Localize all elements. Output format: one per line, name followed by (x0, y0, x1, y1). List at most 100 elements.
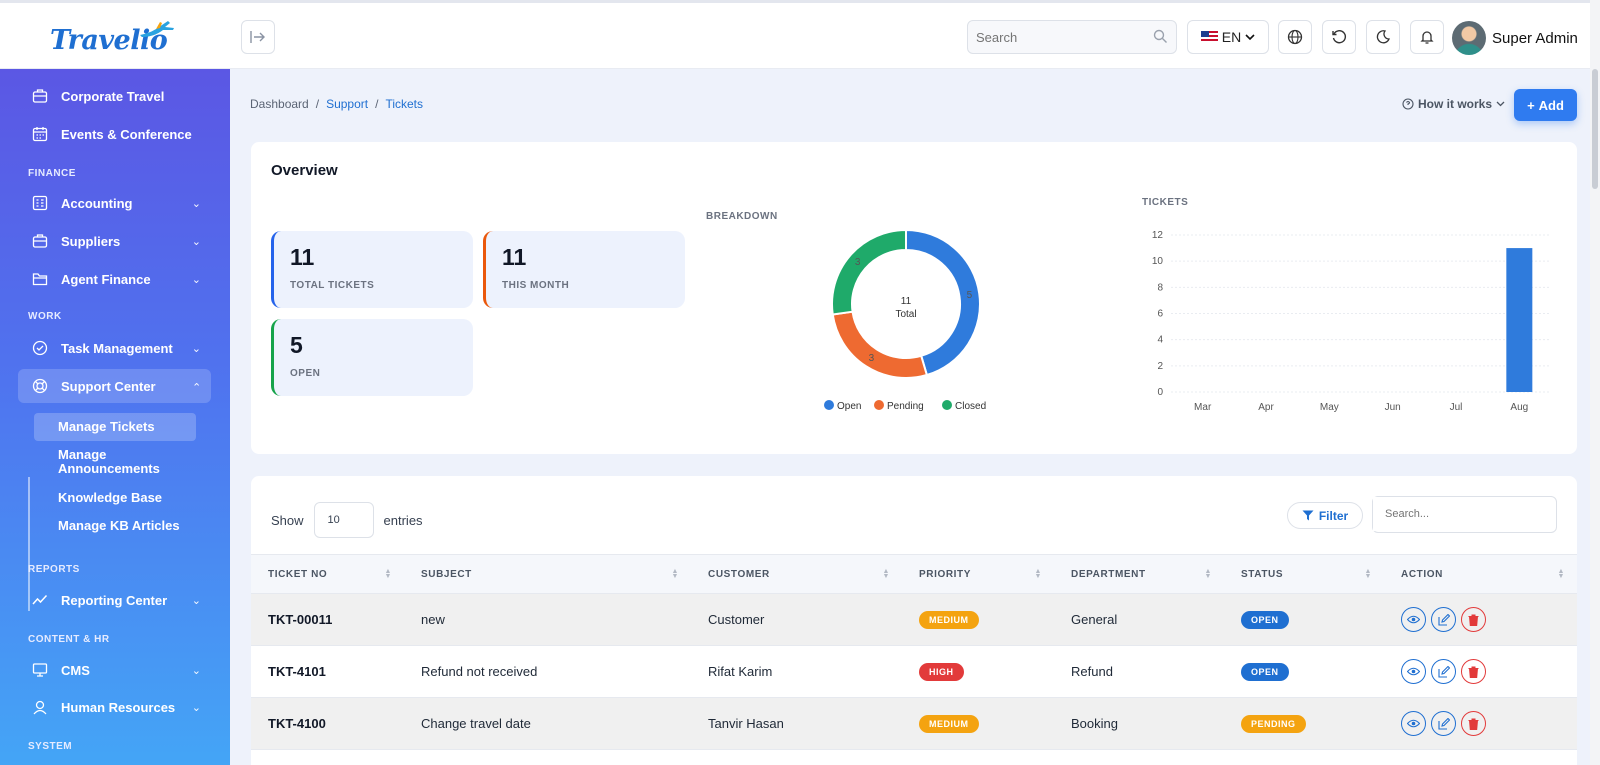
y-tick-label: 0 (1157, 387, 1163, 398)
delete-button[interactable] (1461, 711, 1486, 736)
table-row[interactable]: TKT-00011 new Customer MEDIUM General OP… (251, 593, 1577, 646)
col-status[interactable]: STATUS ▲ ▼ (1224, 554, 1384, 594)
view-button[interactable] (1401, 607, 1426, 632)
lifebuoy-icon (32, 378, 48, 394)
sidebar-item-task-management[interactable]: Task Management ⌄ (18, 331, 211, 365)
global-search-input[interactable] (968, 21, 1138, 53)
chevron-down-icon: ⌄ (191, 594, 201, 607)
page-size-input[interactable]: 10 (313, 502, 374, 538)
table-search-input[interactable] (1373, 497, 1543, 531)
table-search[interactable] (1372, 496, 1557, 533)
logo-text: Travelio (50, 25, 168, 56)
edit-button[interactable] (1431, 711, 1456, 736)
ledger-icon (32, 195, 48, 211)
table-row[interactable]: TKT-4100 Change travel date Tanvir Hasan… (251, 697, 1577, 750)
stat-value: 11 (502, 244, 527, 270)
sidebar-item-suppliers[interactable]: Suppliers ⌄ (18, 224, 211, 258)
status-badge: PENDING (1241, 714, 1306, 733)
legend-label: Open (837, 401, 861, 412)
sidebar-toggle-button[interactable] (241, 20, 275, 54)
sort-icon: ▲ ▼ (1034, 568, 1042, 580)
sidebar-item-reporting-center[interactable]: Reporting Center ⌄ (18, 583, 211, 617)
ticket-subject: Refund not received (404, 645, 691, 698)
breadcrumb-support[interactable]: Support (326, 97, 369, 111)
breadcrumb-dashboard[interactable]: Dashboard (250, 97, 309, 111)
ticket-number: TKT-4100 (251, 697, 404, 750)
col-ticket-no[interactable]: TICKET NO ▲ ▼ (251, 554, 404, 594)
edit-icon (1437, 717, 1450, 730)
x-tick-label: Mar (1194, 402, 1212, 413)
eye-icon (1407, 719, 1420, 728)
filter-label: Filter (1318, 508, 1349, 523)
view-button[interactable] (1401, 659, 1426, 684)
notifications-button[interactable] (1410, 20, 1444, 54)
slice-pending[interactable] (831, 310, 929, 379)
filter-button[interactable]: Filter (1287, 502, 1363, 529)
refresh-button[interactable] (1322, 20, 1356, 54)
submenu-manage-tickets[interactable]: Manage Tickets (34, 413, 196, 441)
chevron-up-icon: ⌄ (191, 379, 201, 392)
show-label: Show (271, 512, 304, 528)
col-action[interactable]: ACTION ▲ ▼ (1384, 554, 1577, 594)
status-badge: OPEN (1241, 662, 1289, 681)
submenu-knowledge-base[interactable]: Knowledge Base (58, 490, 163, 505)
user-menu[interactable]: Super Admin (1452, 21, 1578, 55)
table-header-row: TICKET NO ▲ ▼ SUBJECT ▲ ▼ CUSTOMER ▲ ▼ PRIORIT… (251, 554, 1577, 594)
travelio-logo[interactable]: Travelio (50, 19, 180, 59)
tickets-caption: TICKETS (1142, 197, 1189, 208)
col-priority[interactable]: PRIORITY ▲ ▼ (902, 554, 1054, 594)
column-label: PRIORITY (919, 568, 972, 580)
sidebar-item-support-center[interactable]: Support Center ⌄ (18, 369, 211, 403)
briefcase-icon (32, 89, 48, 103)
breadcrumb-separator: / (315, 97, 320, 111)
chevron-down-icon: ⌄ (191, 235, 201, 248)
delete-button[interactable] (1461, 607, 1486, 632)
slice-open[interactable] (905, 228, 981, 377)
entries-label: entries (383, 512, 423, 528)
global-search[interactable] (967, 20, 1177, 54)
breadcrumb-tickets: Tickets (385, 97, 423, 111)
col-subject[interactable]: SUBJECT ▲ ▼ (404, 554, 691, 594)
slice-closed[interactable] (831, 228, 907, 316)
add-label: Add (1538, 97, 1564, 113)
sidebar-item-cms[interactable]: CMS ⌄ (18, 653, 211, 687)
edit-button[interactable] (1431, 607, 1456, 632)
sidebar-item-events[interactable]: Events & Conference (18, 117, 211, 151)
submenu-line (28, 477, 30, 611)
moon-icon (1376, 30, 1390, 44)
section-reports: REPORTS (28, 564, 80, 575)
edit-button[interactable] (1431, 659, 1456, 684)
stat-value: 5 (290, 332, 303, 358)
add-button[interactable]: + Add (1514, 89, 1577, 121)
submenu-manage-announcements[interactable]: Manage Announcements (58, 447, 160, 476)
page-scrollbar[interactable] (1590, 0, 1600, 765)
ticket-customer: Tanvir Hasan (691, 697, 902, 750)
sort-icon: ▲ ▼ (1204, 568, 1212, 580)
sidebar-item-agent-finance[interactable]: Agent Finance ⌄ (18, 262, 211, 296)
globe-button[interactable] (1278, 20, 1312, 54)
trash-icon (1468, 666, 1479, 678)
donut-center-value: 11 (901, 296, 912, 307)
page-size-control: Show 10 entries (271, 502, 423, 538)
theme-toggle-button[interactable] (1366, 20, 1400, 54)
table-row[interactable]: TKT-4101 Refund not received Rifat Karim… (251, 645, 1577, 698)
scroll-thumb[interactable] (1592, 69, 1598, 189)
sidebar-item-label: CMS (61, 662, 90, 678)
how-it-works-button[interactable]: How it works (1402, 97, 1505, 111)
delete-button[interactable] (1461, 659, 1486, 684)
sidebar-item-human-resources[interactable]: Human Resources ⌄ (18, 690, 211, 724)
sidebar-item-corporate-travel[interactable]: Corporate Travel (18, 79, 211, 113)
chevron-down-icon: ⌄ (191, 197, 201, 210)
briefcase-icon (32, 234, 48, 248)
legend-dot (874, 400, 884, 410)
view-button[interactable] (1401, 711, 1426, 736)
bar-aug[interactable] (1506, 248, 1533, 392)
language-selector[interactable]: EN (1187, 20, 1269, 54)
submenu-manage-kb-articles[interactable]: Manage KB Articles (58, 518, 180, 533)
y-tick-label: 2 (1157, 361, 1163, 372)
x-tick-label: Jul (1450, 402, 1463, 413)
stat-total-tickets: 11 TOTAL TICKETS (271, 231, 473, 308)
sidebar-item-accounting[interactable]: Accounting ⌄ (18, 186, 211, 220)
col-customer[interactable]: CUSTOMER ▲ ▼ (691, 554, 902, 594)
col-department[interactable]: DEPARTMENT ▲ ▼ (1054, 554, 1224, 594)
